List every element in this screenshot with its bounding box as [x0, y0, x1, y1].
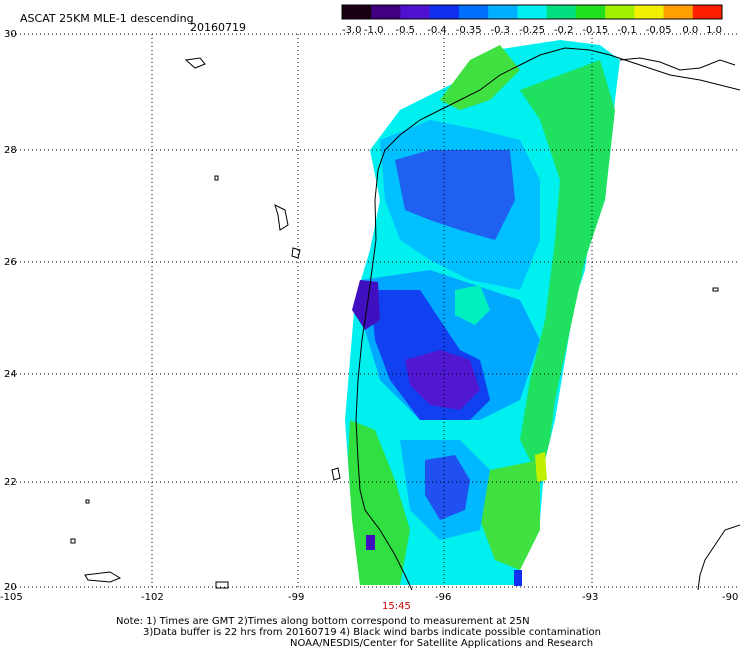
swath-purple-spot-south — [366, 535, 375, 550]
lake-9 — [331, 467, 341, 481]
colorbar-label: -0.35 — [456, 25, 482, 36]
swath-green-north — [440, 45, 520, 110]
coastline — [355, 47, 740, 591]
swath-yellow-patch — [535, 452, 547, 482]
colorbar-swatch — [517, 5, 548, 19]
gridlines — [8, 33, 738, 588]
map-date: 20160719 — [190, 21, 246, 34]
note-line-3: NOAA/NESDIS/Center for Satellite Applica… — [290, 638, 594, 649]
time-label: 15:45 — [382, 601, 411, 612]
lake-3 — [291, 247, 301, 259]
colorbar-swatch — [371, 5, 401, 19]
lon-label: -99 — [288, 592, 304, 603]
swath-green-southeast — [480, 460, 540, 570]
lakes-and-islands — [70, 57, 719, 589]
swath-green-south — [348, 420, 410, 585]
lon-label: -96 — [435, 592, 451, 603]
island-hispaniola-like — [84, 571, 122, 583]
colorbar-label: 1.0 — [706, 25, 722, 36]
colorbar-swatch — [663, 5, 694, 19]
colorbar-label: -0.2 — [554, 25, 574, 36]
lake-6 — [70, 538, 76, 544]
data-swath — [345, 40, 620, 586]
lat-label: 22 — [4, 477, 17, 488]
colorbar-label: -0.5 — [396, 25, 416, 36]
colorbar-label: 0.0 — [682, 25, 698, 36]
lon-label: -90 — [722, 592, 738, 603]
swath-purple-core-central — [405, 350, 480, 410]
colorbar-label: -0.15 — [582, 25, 608, 36]
lake-2 — [274, 204, 289, 231]
colorbar-swatch — [634, 5, 664, 19]
lake-1 — [184, 57, 206, 69]
coastline-gulf — [355, 47, 740, 591]
colorbar-swatch — [342, 5, 372, 19]
colorbar-label: -3.0 — [342, 25, 362, 36]
colorbar-label: -1.0 — [364, 25, 384, 36]
colorbar-label: -0.3 — [491, 25, 511, 36]
lat-label: 24 — [4, 369, 17, 380]
lake-8 — [712, 287, 719, 292]
lon-label: -93 — [582, 592, 598, 603]
colorbar-swatch — [546, 5, 577, 19]
lake-4 — [214, 175, 219, 181]
lake-7 — [85, 499, 90, 504]
colorbar-swatch — [400, 5, 431, 19]
lat-label: 30 — [4, 29, 17, 40]
map-title: ASCAT 25KM MLE-1 descending — [20, 12, 194, 25]
colorbar-swatch — [575, 5, 606, 19]
lat-label: 20 — [4, 582, 17, 593]
swath-cyan-highlight — [455, 285, 490, 325]
colorbar-label: -0.4 — [427, 25, 447, 36]
colorbar-frame — [341, 4, 723, 20]
longitude-labels: -105 -102 -99 -96 -93 -90 — [0, 592, 738, 603]
colorbar-label: -0.25 — [519, 25, 545, 36]
colorbar-swatch — [429, 5, 460, 19]
note-line-1: Note: 1) Times are GMT 2)Times along bot… — [116, 616, 530, 627]
latitude-labels: 30 28 26 24 22 20 — [4, 29, 17, 593]
swath-blue-north — [395, 150, 515, 240]
note-line-2: 3)Data buffer is 22 hrs from 20160719 4)… — [143, 627, 601, 638]
colorbar: -3.0 -1.0 -0.5 -0.4 -0.35 -0.3 -0.25 -0.2 -0.15-… — [341, 4, 723, 36]
colorbar-label: -0.05 — [646, 25, 672, 36]
colorbar-swatch — [692, 5, 723, 19]
lat-label: 28 — [4, 145, 17, 156]
swath-purple-core-west — [352, 280, 380, 330]
swath-green-east — [520, 60, 615, 480]
coastline-louisiana — [619, 57, 736, 71]
colorbar-label: -0.1 — [617, 25, 637, 36]
colorbar-swatch — [605, 5, 635, 19]
lat-label: 26 — [4, 257, 17, 268]
coastline-yucatan — [697, 524, 740, 591]
swath-blue-spot-se — [514, 570, 522, 586]
swath-blue-south — [425, 455, 470, 520]
colorbar-swatch — [488, 5, 518, 19]
lon-label: -105 — [0, 592, 23, 603]
lon-label: -102 — [141, 592, 164, 603]
lake-5 — [215, 581, 229, 589]
colorbar-swatch — [458, 5, 489, 19]
